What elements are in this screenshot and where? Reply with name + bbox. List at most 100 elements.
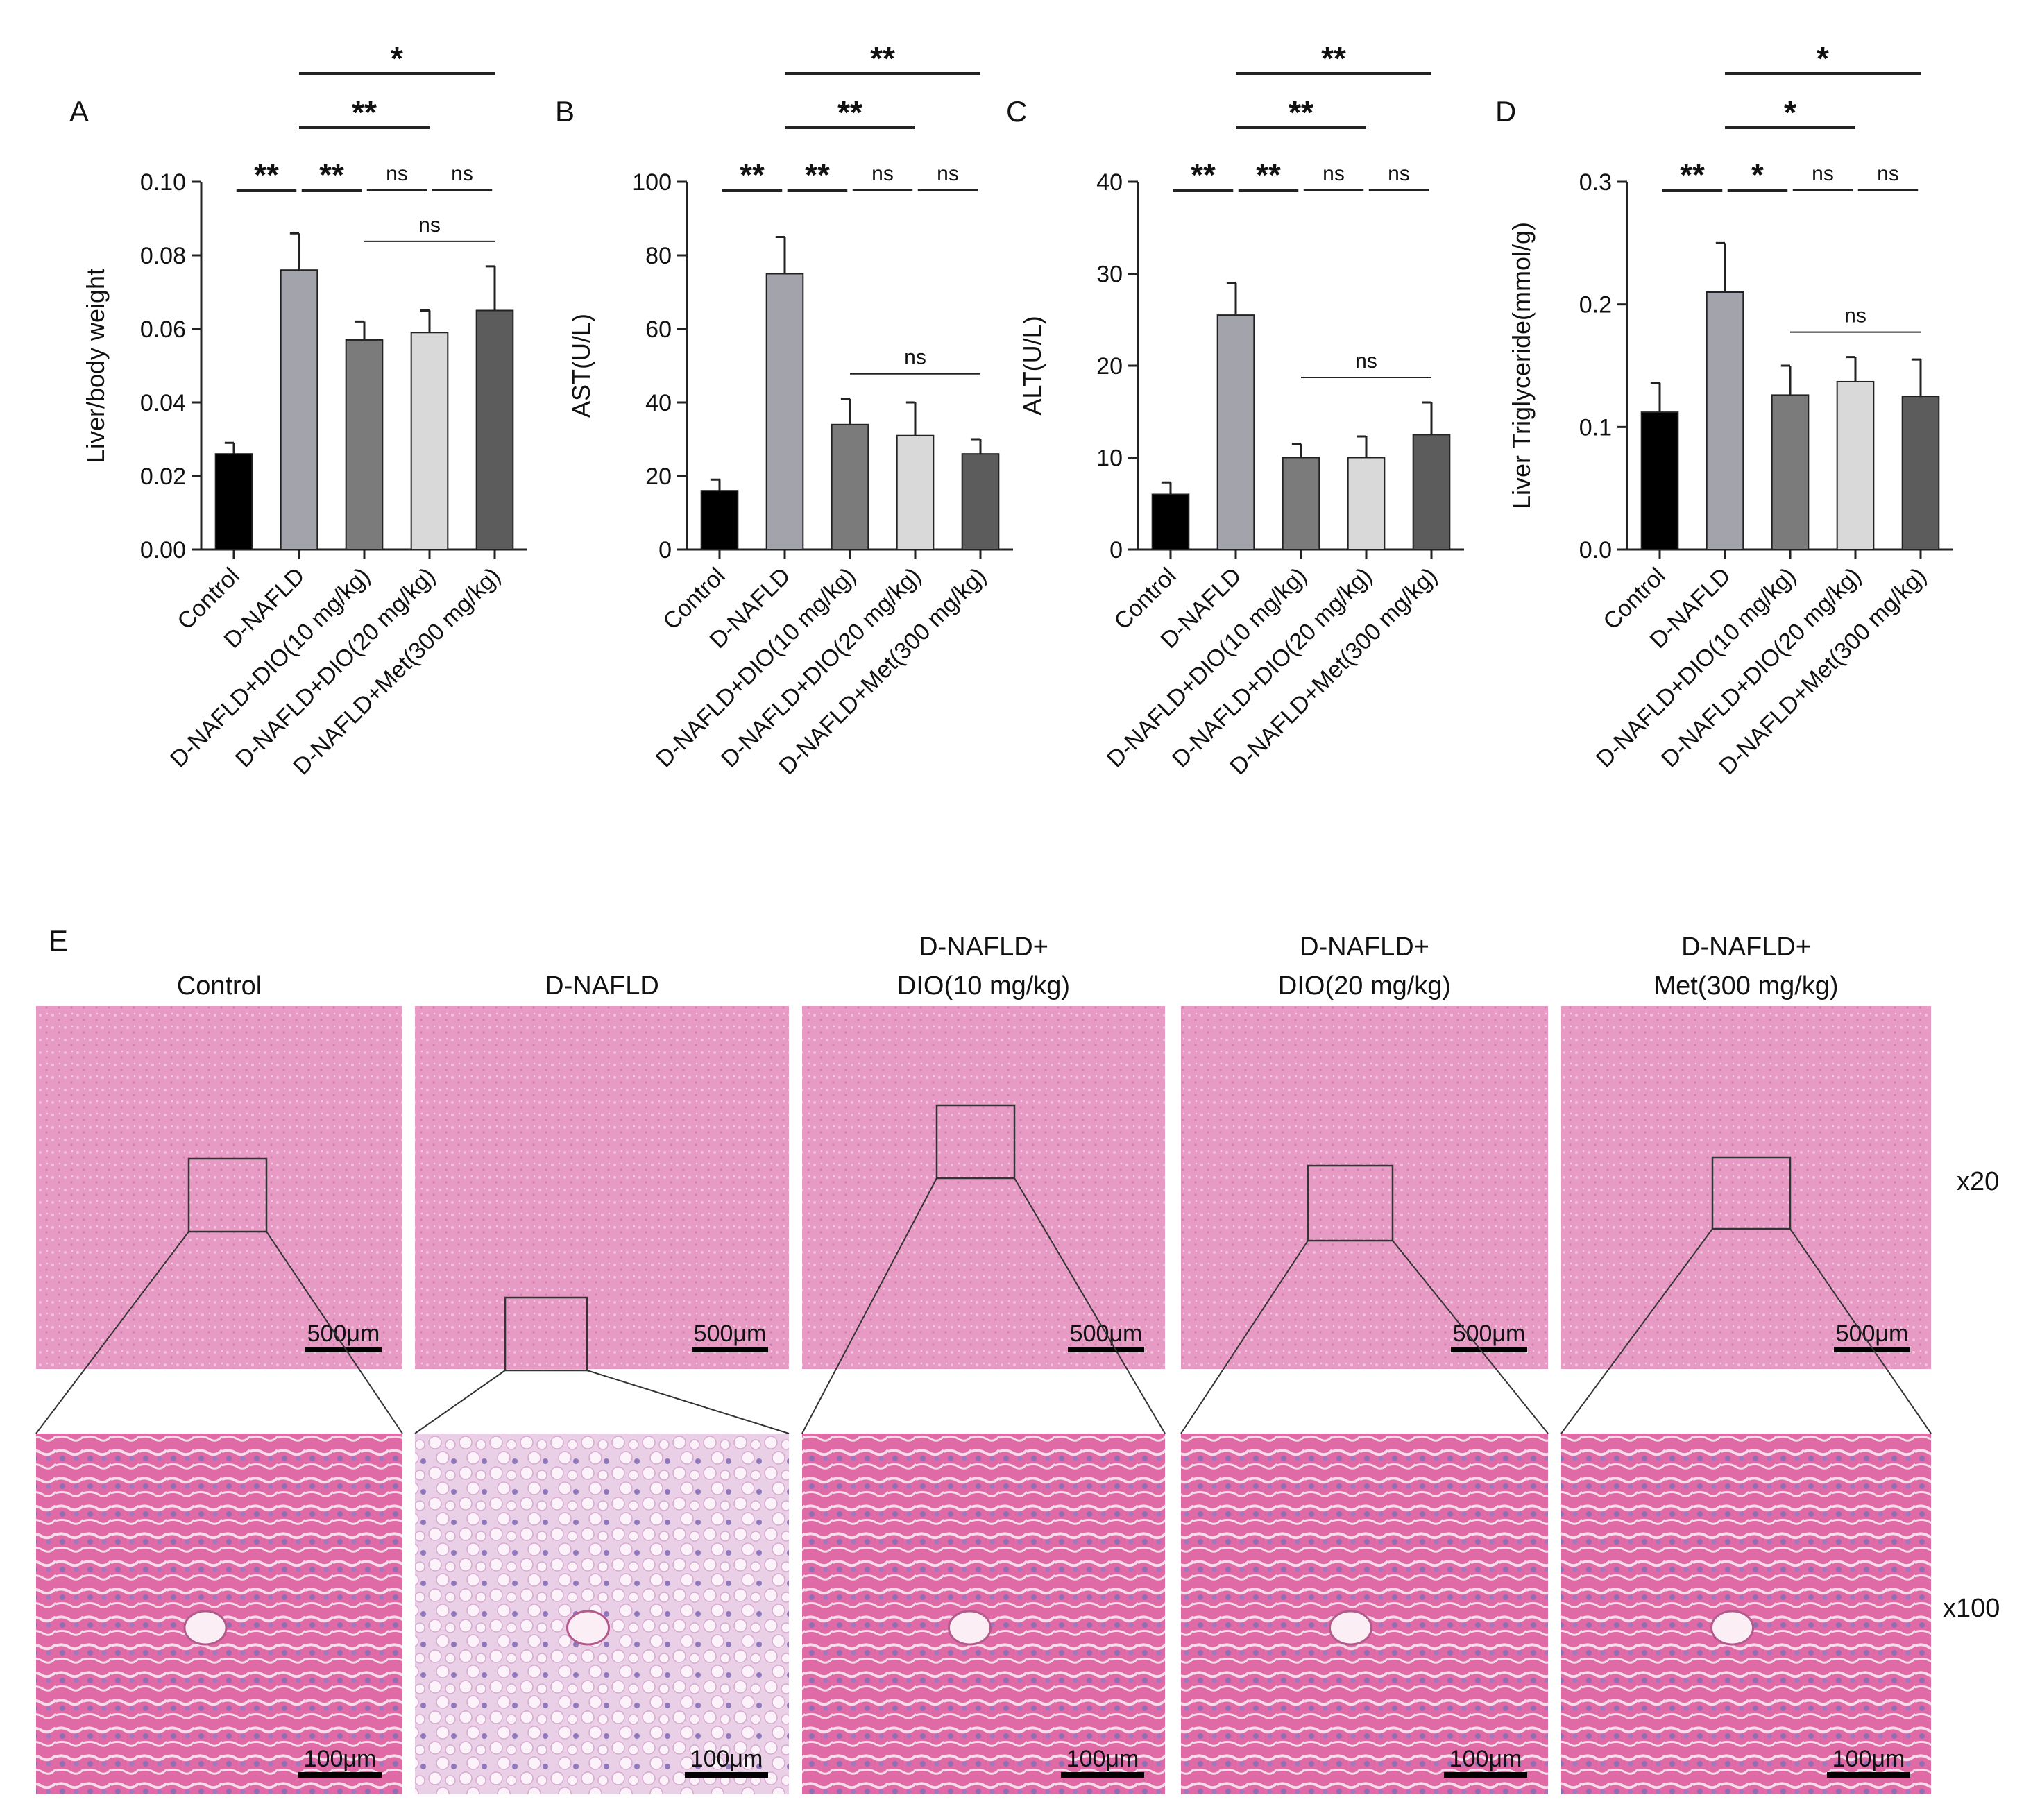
y-tick-label: 0.08 [140, 243, 186, 269]
scale-bar-label: 100μm [1066, 1746, 1139, 1772]
histology-image [36, 1434, 402, 1794]
significance-label: ** [1289, 94, 1313, 130]
significance-label: ns [1844, 305, 1866, 328]
significance-label: ns [451, 162, 473, 185]
y-tick-label: 0.00 [140, 537, 186, 563]
significance-label: ** [254, 157, 279, 193]
error-bar [1911, 358, 1922, 397]
magnification-label: x20 [1957, 1167, 1999, 1196]
zoom-box [1711, 1156, 1792, 1230]
histology-image [1561, 1006, 1931, 1369]
column-title: D-NAFLD+ [1300, 933, 1429, 962]
histology-image [36, 1006, 402, 1369]
zoom-connector [801, 1177, 937, 1434]
error-bar [289, 232, 300, 271]
error-bar [1357, 435, 1368, 458]
magnification-label: x100 [1943, 1594, 2000, 1623]
significance-label: ** [352, 94, 377, 130]
error-bar [224, 441, 235, 454]
vessel [948, 1610, 992, 1646]
zoom-box [1307, 1164, 1394, 1242]
bar [1282, 457, 1320, 550]
histology-image [802, 1434, 1165, 1794]
y-tick-label: 0.06 [140, 316, 186, 343]
y-tick-label: 0.1 [1579, 414, 1612, 441]
significance-label: ns [1323, 162, 1345, 185]
y-tick-label: 40 [645, 390, 672, 416]
error-bar [1422, 401, 1433, 435]
error-bar [775, 236, 786, 274]
y-tick-label: 0.02 [140, 463, 186, 490]
significance-label: ** [1256, 157, 1281, 193]
zoom-connector [1180, 1240, 1309, 1434]
bar [280, 269, 318, 550]
significance-label: ns [418, 214, 441, 237]
y-tick-label: 10 [1096, 445, 1123, 472]
error-bar [1650, 382, 1661, 413]
error-bar [1780, 364, 1792, 396]
panel-label: C [1006, 95, 1027, 128]
column-title: Met(300 mg/kg) [1653, 971, 1838, 1001]
panel-label: E [49, 924, 68, 957]
scale-bar-label: 100μm [304, 1746, 377, 1772]
zoom-connector [586, 1370, 790, 1434]
vessel [1329, 1610, 1372, 1646]
significance-label: ** [837, 94, 862, 130]
significance-label: ns [937, 162, 959, 185]
error-bar [420, 309, 431, 333]
bar [1901, 396, 1940, 551]
bar [1347, 457, 1386, 550]
histology-image [802, 1006, 1165, 1369]
column-title: DIO(10 mg/kg) [897, 971, 1070, 1001]
significance-label: ** [1321, 40, 1346, 76]
y-tick-label: 100 [632, 169, 672, 196]
zoom-box [187, 1157, 268, 1233]
bar [961, 453, 1000, 551]
scale-bar-label: 100μm [1449, 1746, 1522, 1772]
significance-label: ** [1191, 157, 1216, 193]
column-title: DIO(20 mg/kg) [1278, 971, 1451, 1001]
y-tick-label: 60 [645, 316, 672, 343]
bar [896, 434, 935, 551]
significance-label: ns [1388, 162, 1410, 185]
vessel [183, 1610, 228, 1646]
histology-image [1561, 1434, 1931, 1794]
error-bar [1291, 443, 1302, 458]
panel-label: D [1495, 95, 1516, 128]
scale-bar-label: 500μm [1453, 1320, 1526, 1347]
error-bar [1161, 481, 1172, 495]
bar [1216, 314, 1255, 550]
zoom-connector [1560, 1228, 1713, 1434]
significance-label: ns [1355, 350, 1377, 373]
error-bar [710, 478, 721, 491]
bar [345, 339, 384, 550]
zoom-box [504, 1296, 588, 1372]
scale-bar-label: 500μm [694, 1320, 767, 1347]
column-title: Control [177, 971, 262, 1001]
bar [1771, 394, 1810, 551]
bar [475, 309, 514, 550]
significance-label: * [1751, 157, 1764, 193]
histology-image [1181, 1006, 1548, 1369]
y-tick-label: 40 [1096, 169, 1123, 196]
error-bar [971, 438, 982, 454]
scale-bar-label: 100μm [1832, 1746, 1905, 1772]
y-axis-label: ALT(U/L) [1018, 316, 1046, 415]
column-title: D-NAFLD+ [919, 933, 1048, 962]
scale-bar-label: 500μm [307, 1320, 380, 1347]
significance-label: ** [319, 157, 344, 193]
y-tick-label: 0 [1109, 537, 1123, 563]
scale-bar-label: 100μm [690, 1746, 763, 1772]
bar [214, 453, 253, 551]
panel-label: B [555, 95, 575, 128]
bar [831, 423, 869, 550]
bar [1640, 411, 1679, 551]
significance-label: ns [1877, 162, 1899, 185]
significance-label: ** [1680, 157, 1705, 193]
column-title: D-NAFLD [545, 971, 659, 1001]
y-axis-label: Liver/body weight [81, 269, 110, 463]
bar [700, 490, 739, 551]
zoom-connector [35, 1231, 189, 1434]
y-tick-label: 0 [658, 537, 672, 563]
bar [1412, 434, 1451, 550]
